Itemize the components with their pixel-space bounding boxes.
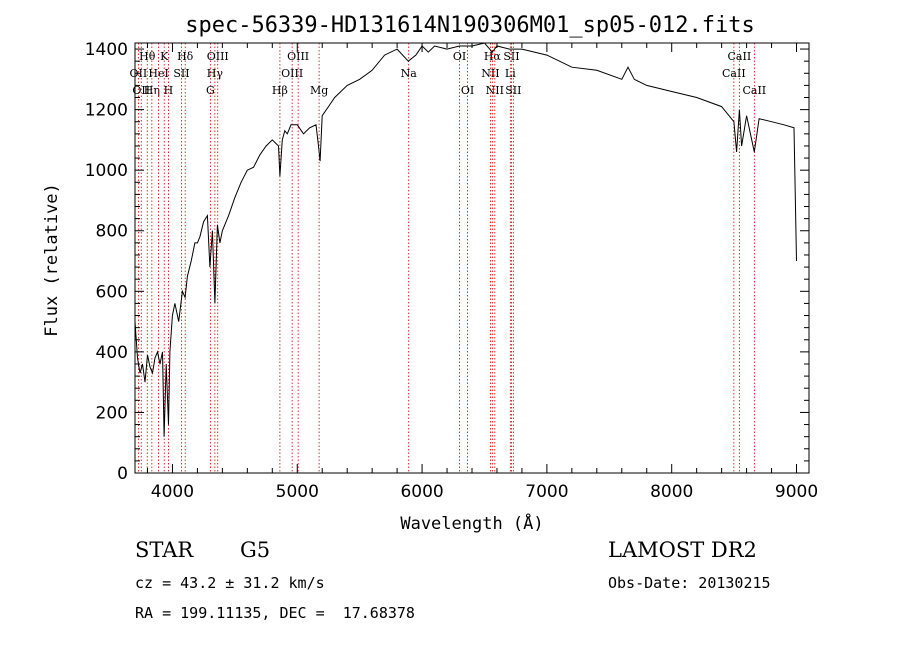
line-label: OIII xyxy=(281,67,303,80)
line-label: H xyxy=(164,84,174,97)
line-label: OI xyxy=(461,84,474,97)
x-tick-label: 9000 xyxy=(775,482,818,502)
line-label: Hα xyxy=(484,50,502,63)
object-subclass: G5 xyxy=(240,538,271,562)
y-axis-ticks: 0 200 400 600 800 1000 1200 1400 xyxy=(85,40,809,484)
line-label: CaII xyxy=(742,84,766,97)
redshift-cz: cz = 43.2 ± 31.2 km/s xyxy=(135,574,325,592)
y-axis-label: Flux (relative) xyxy=(42,183,62,337)
coordinates: RA = 199.11135, DEC = 17.68378 xyxy=(135,604,415,622)
line-label: G xyxy=(206,84,215,97)
x-tick-label: 5000 xyxy=(276,482,319,502)
line-label: SII xyxy=(503,50,519,63)
chart-title: spec-56339-HD131614N190306M01_sp05-012.f… xyxy=(185,13,755,38)
y-tick-label: 400 xyxy=(96,343,128,363)
survey-name: LAMOST DR2 xyxy=(608,538,757,562)
y-tick-label: 1000 xyxy=(85,161,128,181)
x-tick-label: 7000 xyxy=(525,482,568,502)
line-label: Hδ xyxy=(177,50,194,63)
line-label: HeI xyxy=(148,67,168,80)
line-label: Li xyxy=(505,67,516,80)
line-label: NII xyxy=(486,84,504,97)
line-label: Hη xyxy=(144,84,160,97)
obs-date: Obs-Date: 20130215 xyxy=(608,574,771,592)
line-label: NII xyxy=(481,67,499,80)
y-tick-label: 600 xyxy=(96,282,128,302)
x-axis-label: Wavelength (Å) xyxy=(400,512,543,534)
flux-series-line xyxy=(134,42,797,437)
line-label: Mg xyxy=(310,84,328,97)
y-tick-label: 800 xyxy=(96,222,128,242)
line-label: OI xyxy=(453,50,466,63)
line-label: Hβ xyxy=(272,84,288,97)
plot-frame xyxy=(134,42,810,474)
line-label: K xyxy=(160,50,169,63)
line-markers: OIIOIIHθHηHeIKHSIIHδGHγOIIIHβOIIIOIIIMgN… xyxy=(130,43,766,473)
line-label: Hγ xyxy=(207,67,224,80)
line-label: CaII xyxy=(722,67,746,80)
line-label: OIII xyxy=(207,50,229,63)
line-label: OII xyxy=(132,84,150,97)
line-label: CaII xyxy=(728,50,752,63)
line-label: SII xyxy=(505,84,521,97)
y-tick-label: 1400 xyxy=(85,40,128,60)
line-label: Na xyxy=(401,67,418,80)
x-axis-ticks: 4000 5000 6000 7000 8000 9000 xyxy=(146,43,818,502)
y-tick-label: 0 xyxy=(117,464,128,484)
x-tick-label: 6000 xyxy=(400,482,443,502)
x-tick-label: 4000 xyxy=(151,482,194,502)
y-tick-label: 1200 xyxy=(85,101,128,121)
y-tick-label: 200 xyxy=(96,403,128,423)
line-label: Hθ xyxy=(139,50,156,63)
object-class: STAR xyxy=(135,538,194,562)
x-tick-label: 8000 xyxy=(650,482,693,502)
line-label: OIII xyxy=(287,50,309,63)
line-label: SII xyxy=(173,67,189,80)
